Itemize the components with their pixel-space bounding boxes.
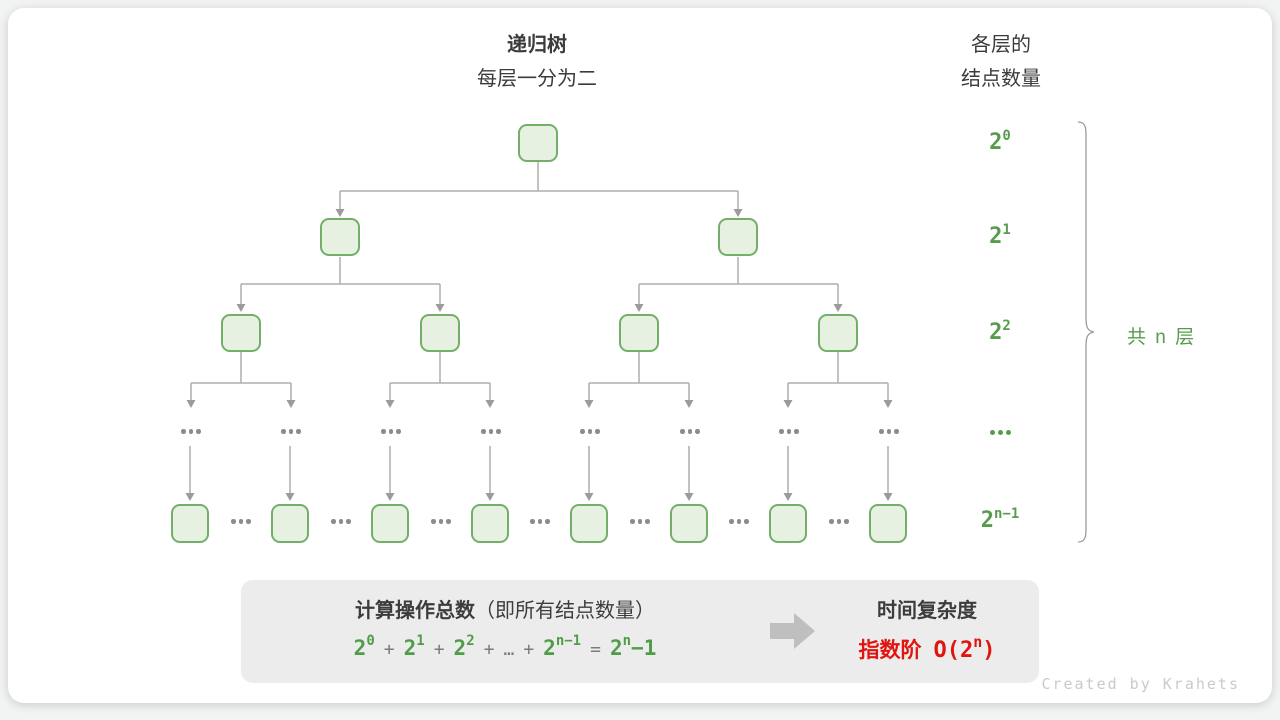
label-sup: 1 — [1002, 221, 1011, 238]
equals-sign: = — [590, 639, 601, 660]
plus-sign: + — [383, 639, 395, 660]
complexity-big-o: O(2n) — [933, 632, 996, 663]
level-label-n1: 2n−1 — [980, 505, 1020, 534]
complexity-value: 指数阶 O(2n) — [815, 634, 1039, 664]
label-sup: n−1 — [993, 505, 1020, 522]
level-label-2: 22 — [989, 317, 1011, 346]
level-label-ellipsis — [990, 430, 1011, 435]
node-count-formula: 20 + 21 + 22 + … + 2n−1 = 2n−1 — [262, 633, 748, 660]
label-sup: 2 — [1002, 317, 1011, 334]
term-2-0: 20 — [353, 633, 375, 660]
right-header-line2: 结点数量 — [961, 68, 1041, 90]
term-2-2: 22 — [453, 633, 475, 660]
plus-sign: + — [483, 639, 495, 660]
summary-title-bold: 计算操作总数 — [355, 600, 475, 622]
brace — [1077, 121, 1095, 543]
tree-title: 递归树 — [507, 34, 567, 56]
summary-title-rest: （即所有结点数量） — [475, 600, 655, 622]
right-header-line1: 各层的 — [971, 34, 1031, 56]
label-base: 2 — [989, 130, 1003, 155]
term-2-n1: 2n−1 — [543, 633, 582, 660]
level-label-1: 21 — [989, 221, 1011, 250]
plus-sign: + — [433, 639, 445, 660]
complexity-prefix: 指数阶 — [858, 639, 922, 662]
label-base: 2 — [989, 320, 1003, 345]
plus-sign: + — [523, 639, 535, 660]
ellipsis-term: … — [503, 639, 515, 660]
result-term: 2n−1 — [609, 633, 657, 660]
tree-subtitle: 每层一分为二 — [477, 68, 597, 90]
label-base: 2 — [980, 508, 994, 533]
brace-label: 共 n 层 — [1127, 327, 1197, 348]
level-label-0: 20 — [989, 127, 1011, 156]
watermark: Created by Krahets — [1041, 675, 1240, 693]
complexity-title: 时间复杂度 — [877, 600, 977, 622]
label-base: 2 — [989, 224, 1003, 249]
summary-box — [241, 580, 1039, 683]
term-2-1: 21 — [403, 633, 425, 660]
summary-title: 计算操作总数（即所有结点数量） — [355, 594, 655, 623]
implies-arrow-icon — [770, 613, 815, 649]
label-sup: 0 — [1002, 127, 1011, 144]
